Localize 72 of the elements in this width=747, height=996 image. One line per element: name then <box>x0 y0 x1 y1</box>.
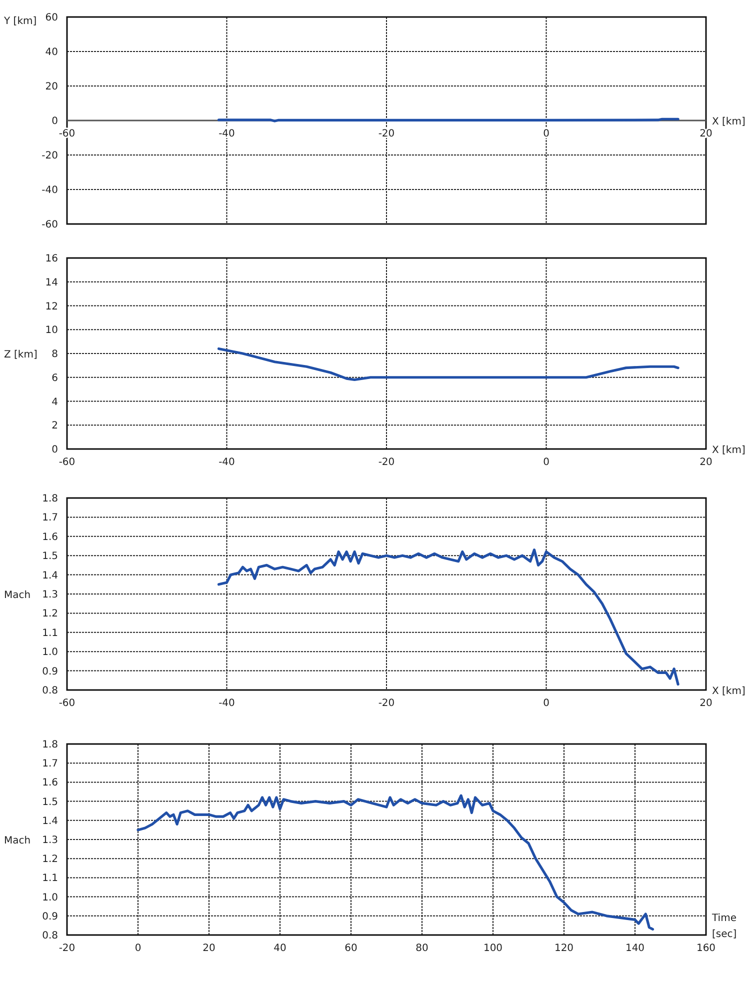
x-tick-label: 160 <box>696 943 716 954</box>
x-tick-label: 20 <box>202 943 216 954</box>
y-tick-label: 1.5 <box>42 551 58 562</box>
x-tick-label: 140 <box>625 943 645 954</box>
x-tick-label: 20 <box>700 457 712 468</box>
y-tick-label: 20 <box>45 82 58 92</box>
y-axis-title: Mach <box>4 836 31 846</box>
y-tick-label: 1.7 <box>42 512 58 524</box>
x-tick-label: 0 <box>543 457 550 468</box>
y-tick-label: 1.8 <box>42 494 58 504</box>
y-tick-label: 1.1 <box>42 873 58 884</box>
x-tick-label: -20 <box>378 128 395 140</box>
y-tick-label: 8 <box>52 349 58 360</box>
y-tick-label: 1.2 <box>42 854 58 866</box>
y-tick-label: 4 <box>52 396 58 408</box>
y-tick-label: 0 <box>52 116 58 127</box>
y-tick-label: 1.4 <box>42 816 58 827</box>
y-tick-label: -20 <box>42 150 58 162</box>
y-tick-label: 1.3 <box>42 835 58 846</box>
y-tick-label: 1.4 <box>42 570 58 582</box>
y-tick-label: 0.8 <box>42 686 58 696</box>
x-tick-label: -40 <box>218 128 235 140</box>
y-tick-label: 16 <box>45 254 58 264</box>
x-tick-label: 120 <box>554 943 574 954</box>
y-tick-label: -60 <box>42 220 58 230</box>
y-tick-label: 1.2 <box>42 608 58 620</box>
y-tick-label: -40 <box>42 185 58 196</box>
x-axis-title: X [km] <box>712 116 746 128</box>
x-tick-label: 40 <box>274 943 286 954</box>
x-tick-label: -20 <box>378 457 395 468</box>
x-tick-label: 80 <box>416 943 428 954</box>
y-tick-label: 0 <box>52 444 58 456</box>
y-tick-label: 1.7 <box>42 758 58 770</box>
x-tick-label: -40 <box>218 457 235 468</box>
y-tick-label: 14 <box>45 277 58 288</box>
line-series <box>217 548 680 686</box>
y-tick-label: 1.0 <box>42 647 58 658</box>
x-tick-label: -20 <box>58 943 76 954</box>
x-tick-label: -60 <box>58 698 76 709</box>
y-tick-label: 1.3 <box>42 590 58 600</box>
x-tick-label: -20 <box>378 698 395 709</box>
line-series <box>217 347 680 382</box>
y-tick-label: 60 <box>45 12 58 24</box>
x-axis-title: X [km] <box>712 445 746 456</box>
y-tick-label: 6 <box>52 372 58 384</box>
y-tick-label: 10 <box>45 325 58 336</box>
y-tick-label: 1.8 <box>42 740 58 750</box>
y-tick-label: 40 <box>45 47 58 58</box>
x-tick-label: -60 <box>58 457 76 468</box>
y-tick-label: 0.8 <box>42 930 58 942</box>
x-tick-label: 0 <box>134 943 142 954</box>
y-tick-label: 0.9 <box>42 911 58 922</box>
line-series <box>136 794 654 931</box>
x-tick-label: 20 <box>700 698 712 709</box>
y-axis-title: Z [km] <box>4 350 38 360</box>
y-tick-label: 12 <box>45 301 58 312</box>
x-axis-title: Time [sec] <box>711 913 737 940</box>
x-tick-label: 60 <box>344 943 358 954</box>
x-tick-label: 0 <box>543 698 550 709</box>
x-tick-label: 100 <box>483 943 503 954</box>
y-tick-label: 1.1 <box>42 628 58 639</box>
y-tick-label: 1.6 <box>42 532 58 543</box>
y-tick-label: 0.9 <box>42 666 58 678</box>
y-axis-title: Y [km] <box>3 16 37 27</box>
y-tick-label: 1.5 <box>42 796 58 808</box>
x-axis-title: X [km] <box>712 686 746 697</box>
y-tick-label: 1.6 <box>42 778 58 789</box>
y-tick-label: 2 <box>52 420 58 432</box>
x-tick-label: -40 <box>218 698 235 709</box>
y-axis-title: Mach <box>4 590 31 601</box>
y-tick-label: 1.0 <box>42 892 58 904</box>
x-tick-label: 0 <box>543 128 550 140</box>
